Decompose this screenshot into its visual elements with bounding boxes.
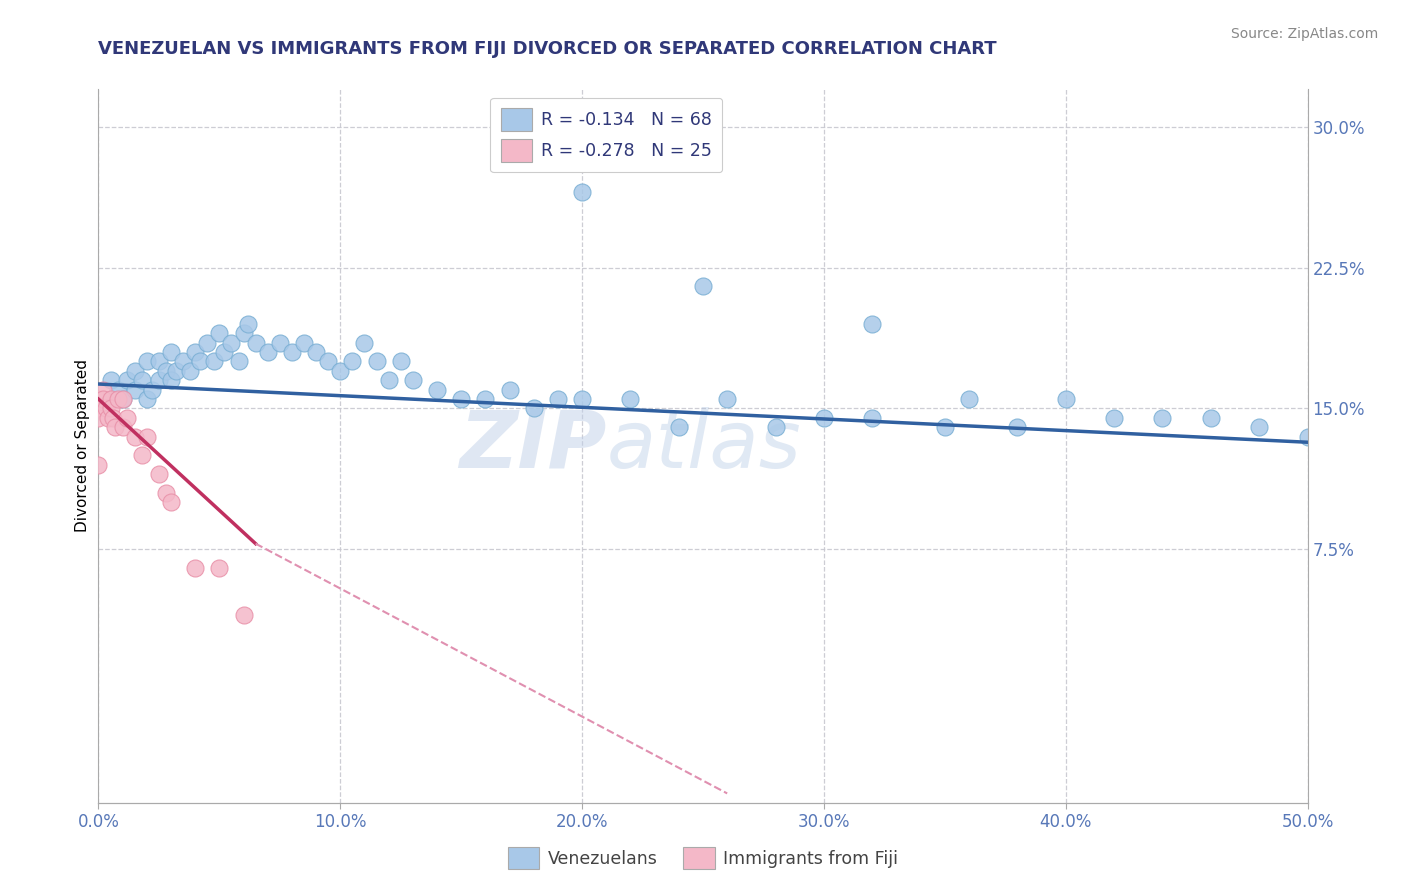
Point: [212, 345, 235, 359]
Y-axis label: Divorced or Separated: Divorced or Separated: [75, 359, 90, 533]
Point: [426, 383, 449, 397]
Point: [1102, 410, 1125, 425]
Point: [160, 373, 183, 387]
Point: [305, 345, 328, 359]
Point: [100, 401, 122, 416]
Point: [269, 335, 291, 350]
Point: [135, 354, 157, 368]
Point: [208, 561, 231, 575]
Point: [131, 373, 153, 387]
Legend: Venezuelans, Immigrants from Fiji: Venezuelans, Immigrants from Fiji: [501, 840, 905, 876]
Point: [813, 410, 835, 425]
Point: [523, 401, 546, 416]
Point: [172, 354, 194, 368]
Point: [450, 392, 472, 406]
Point: [204, 354, 226, 368]
Point: [107, 392, 129, 406]
Point: [195, 335, 218, 350]
Point: [160, 345, 183, 359]
Point: [188, 354, 211, 368]
Point: [97, 410, 120, 425]
Point: [389, 354, 412, 368]
Point: [860, 410, 883, 425]
Point: [111, 392, 134, 406]
Point: [498, 383, 520, 397]
Point: [1007, 420, 1029, 434]
Point: [228, 354, 250, 368]
Point: [1249, 420, 1271, 434]
Point: [148, 373, 170, 387]
Point: [329, 364, 352, 378]
Point: [716, 392, 738, 406]
Point: [668, 420, 690, 434]
Point: [860, 317, 883, 331]
Text: atlas: atlas: [606, 407, 801, 485]
Text: ZIP: ZIP: [458, 407, 606, 485]
Point: [238, 317, 260, 331]
Text: Source: ZipAtlas.com: Source: ZipAtlas.com: [1230, 27, 1378, 41]
Point: [111, 420, 134, 434]
Point: [377, 373, 399, 387]
Point: [692, 279, 714, 293]
Point: [160, 495, 183, 509]
Point: [547, 392, 569, 406]
Point: [100, 373, 122, 387]
Point: [957, 392, 980, 406]
Point: [1054, 392, 1077, 406]
Point: [155, 486, 177, 500]
Point: [232, 326, 254, 341]
Point: [124, 383, 146, 397]
Point: [148, 467, 170, 482]
Point: [1152, 410, 1174, 425]
Point: [91, 383, 114, 397]
Point: [232, 607, 254, 622]
Text: VENEZUELAN VS IMMIGRANTS FROM FIJI DIVORCED OR SEPARATED CORRELATION CHART: VENEZUELAN VS IMMIGRANTS FROM FIJI DIVOR…: [98, 40, 997, 58]
Point: [292, 335, 315, 350]
Point: [221, 335, 243, 350]
Point: [117, 410, 139, 425]
Point: [101, 410, 124, 425]
Point: [165, 364, 187, 378]
Point: [87, 410, 110, 425]
Point: [124, 429, 146, 443]
Point: [100, 392, 122, 406]
Point: [87, 458, 110, 472]
Point: [256, 345, 278, 359]
Point: [1199, 410, 1222, 425]
Point: [155, 364, 177, 378]
Point: [94, 401, 117, 416]
Point: [131, 449, 153, 463]
Point: [117, 373, 139, 387]
Point: [148, 354, 170, 368]
Point: [571, 186, 593, 200]
Point: [281, 345, 304, 359]
Point: [100, 392, 122, 406]
Point: [184, 345, 207, 359]
Point: [245, 335, 267, 350]
Point: [934, 420, 956, 434]
Point: [141, 383, 163, 397]
Point: [135, 429, 157, 443]
Point: [342, 354, 364, 368]
Point: [179, 364, 201, 378]
Point: [1296, 429, 1319, 443]
Point: [474, 392, 496, 406]
Point: [316, 354, 339, 368]
Point: [91, 392, 114, 406]
Point: [208, 326, 231, 341]
Point: [124, 364, 146, 378]
Point: [571, 392, 593, 406]
Point: [366, 354, 388, 368]
Point: [107, 383, 129, 397]
Point: [111, 392, 134, 406]
Point: [104, 420, 127, 434]
Point: [135, 392, 157, 406]
Point: [353, 335, 375, 350]
Point: [765, 420, 787, 434]
Point: [87, 401, 110, 416]
Point: [184, 561, 207, 575]
Point: [87, 392, 110, 406]
Point: [619, 392, 641, 406]
Point: [402, 373, 425, 387]
